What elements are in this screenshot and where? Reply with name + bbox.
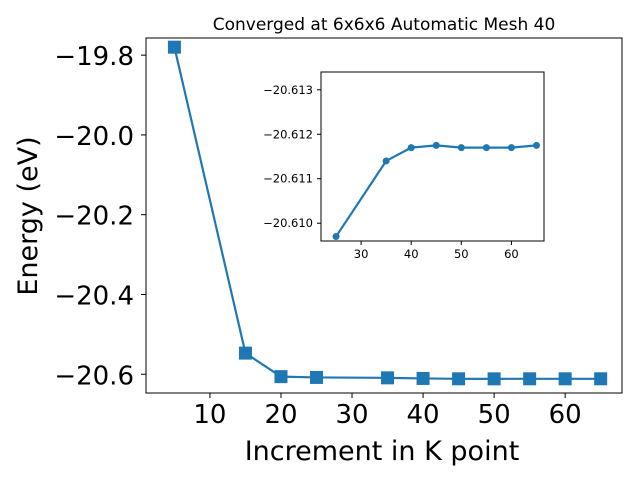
main-y-tick-label: −20.6	[54, 361, 134, 391]
main-x-tick-label: 10	[193, 400, 226, 430]
main-series	[167, 40, 608, 386]
main-x-tick-label: 60	[549, 400, 582, 430]
inset-data-point	[457, 144, 465, 152]
inset-data-point	[507, 144, 515, 152]
inset-data-point	[482, 144, 490, 152]
main-data-point	[594, 372, 608, 386]
y-axis-label: Energy (eV)	[13, 136, 44, 295]
main-x-tick-label: 40	[407, 400, 440, 430]
main-data-point	[167, 40, 181, 54]
main-x-tick-label: 20	[264, 400, 297, 430]
inset-y-tick-label: −20.612	[263, 127, 313, 141]
inset-x-tick-label: 60	[504, 247, 519, 261]
inset-x-tick-label: 30	[354, 247, 369, 261]
inset-data-point	[432, 141, 440, 149]
inset-y-tick-label: −20.613	[263, 83, 313, 97]
main-data-point	[558, 372, 572, 386]
inset-data-point	[407, 144, 415, 152]
main-data-point	[452, 372, 466, 386]
inset-x-ticks: 30 40 50 60	[354, 241, 519, 261]
inset-y-ticks: −20.613 −20.612 −20.611 −20.610	[263, 83, 321, 230]
main-x-ticks: 10 20 30 40 50 60	[193, 393, 582, 430]
main-data-point	[416, 371, 430, 385]
inset-y-tick-label: −20.610	[263, 216, 313, 230]
inset-data-point	[382, 157, 390, 165]
main-y-tick-label: −20.0	[54, 122, 134, 152]
inset-x-tick-label: 40	[404, 247, 419, 261]
inset-data-point	[532, 141, 540, 149]
main-y-tick-label: −19.8	[54, 42, 134, 72]
inset-series	[332, 141, 540, 241]
main-axes-frame	[145, 37, 623, 394]
inset-series-line	[335, 144, 537, 238]
main-x-tick-label: 30	[335, 400, 368, 430]
x-axis-label: Increment in K point	[245, 436, 520, 467]
main-y-tick-label: −20.2	[54, 202, 134, 232]
main-data-point	[523, 372, 537, 386]
main-data-point	[381, 371, 395, 385]
inset-axes-frame	[320, 71, 545, 242]
chart-title: Converged at 6x6x6 Automatic Mesh 40	[213, 15, 556, 35]
inset-y-tick-label: −20.611	[263, 172, 313, 186]
main-y-tick-label: −20.4	[54, 281, 134, 311]
inset-background	[321, 72, 544, 241]
main-data-point	[274, 370, 288, 384]
main-x-tick-label: 50	[478, 400, 511, 430]
main-data-point	[238, 346, 252, 360]
main-data-point	[487, 372, 501, 386]
inset-x-tick-label: 50	[454, 247, 469, 261]
inset-data-point	[332, 233, 340, 241]
main-y-ticks: −19.8 −20.0 −20.2 −20.4 −20.6	[54, 42, 146, 391]
main-data-point	[310, 370, 324, 384]
